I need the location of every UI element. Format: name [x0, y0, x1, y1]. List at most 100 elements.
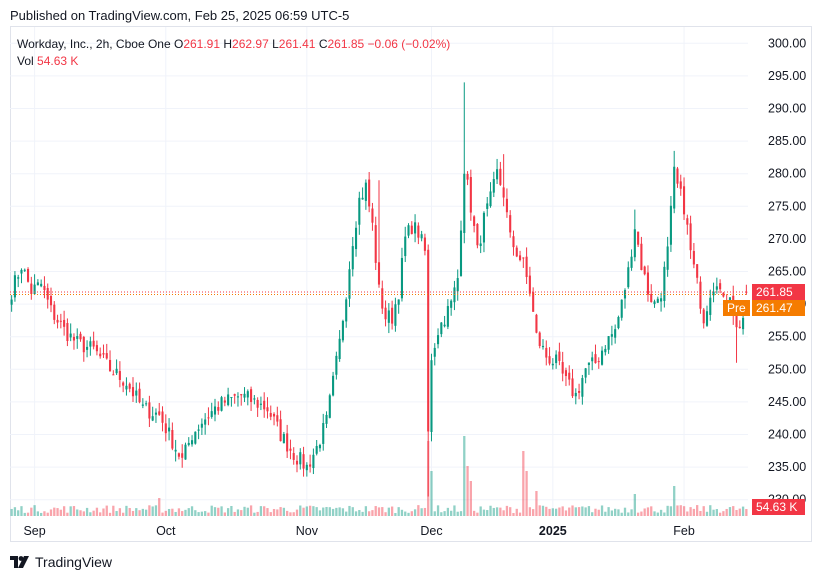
candle — [20, 268, 23, 284]
candle — [555, 350, 558, 369]
candle — [436, 328, 440, 349]
candle — [430, 353, 433, 442]
candle — [69, 323, 72, 342]
x-tick-label: Nov — [296, 524, 319, 538]
candle — [630, 249, 633, 271]
volume-bar — [636, 512, 640, 516]
candle — [332, 371, 335, 397]
candle — [528, 266, 531, 297]
candle — [315, 440, 318, 456]
x-tick-label: Dec — [420, 524, 442, 538]
volume-bar — [358, 510, 361, 516]
candle — [322, 413, 325, 451]
time-axis[interactable]: Sep Oct Nov Dec 2025 Feb — [23, 524, 694, 538]
candle — [640, 236, 643, 271]
volume-bar — [354, 511, 358, 516]
candle — [486, 196, 489, 217]
volume-bar — [17, 510, 20, 516]
candle — [702, 307, 705, 329]
volume-bar — [49, 509, 53, 516]
candle — [115, 359, 118, 375]
footer-brand[interactable]: TradingView — [10, 554, 112, 570]
legend-high-key: H — [223, 37, 233, 51]
legend-change: −0.06 (−0.02%) — [367, 37, 451, 51]
candle — [522, 257, 525, 268]
candle — [335, 351, 338, 380]
volume-bar — [161, 512, 164, 516]
volume-bar — [308, 505, 312, 516]
candle — [650, 284, 653, 303]
candle — [561, 351, 564, 382]
candle — [699, 276, 702, 314]
candle — [571, 369, 574, 399]
volume-bar — [591, 512, 594, 516]
volume-bar — [440, 512, 443, 516]
volume-bar — [568, 507, 571, 516]
candle — [358, 191, 361, 235]
candle — [236, 392, 240, 407]
candle — [673, 150, 676, 214]
volume-bar — [338, 507, 341, 516]
volume-bar — [617, 509, 620, 516]
volume-bar — [558, 507, 561, 516]
candle — [738, 320, 741, 329]
candle — [745, 284, 748, 295]
volume-bar — [699, 510, 702, 516]
candle — [279, 410, 282, 442]
volume-bar — [584, 507, 587, 516]
candle — [499, 161, 502, 186]
volume-bar — [295, 509, 299, 516]
candle — [122, 381, 125, 393]
volume-bar — [184, 509, 187, 516]
volume-bar — [154, 505, 158, 516]
volume-bar — [322, 507, 325, 516]
volume-bar — [479, 506, 482, 516]
volume-bar — [400, 509, 404, 516]
candle — [40, 279, 43, 288]
candle — [233, 393, 236, 404]
candle — [286, 424, 289, 458]
price-axis[interactable]: 300.00 295.00 290.00 285.00 280.00 275.00 270.… — [768, 36, 806, 506]
volume-bar — [125, 505, 128, 516]
volume-bar — [577, 507, 581, 516]
volume-bar — [361, 511, 364, 516]
volume-bar — [384, 512, 387, 516]
price-chart[interactable]: 300.00 295.00 290.00 285.00 280.00 275.00 270.… — [10, 27, 812, 542]
volume-bar — [381, 507, 384, 516]
y-tick-label: 280.00 — [768, 167, 806, 181]
candle — [194, 431, 197, 445]
volume-tag: 54.63 K — [752, 499, 805, 515]
volume-bar — [472, 510, 476, 516]
volume-bar — [541, 505, 545, 516]
volume-bar — [499, 507, 502, 516]
candle — [128, 382, 131, 393]
candle — [263, 392, 266, 418]
volume-bar — [131, 510, 135, 516]
candle — [364, 179, 367, 210]
candle — [302, 446, 305, 477]
volume-bar — [335, 507, 338, 516]
candle — [433, 343, 436, 366]
candle — [371, 202, 374, 231]
candle — [338, 330, 341, 362]
candle — [43, 276, 46, 299]
volume-bar — [46, 512, 49, 516]
candle — [243, 387, 246, 403]
volume-bar — [122, 512, 125, 516]
volume-bar — [528, 507, 532, 516]
candle — [518, 250, 522, 262]
volume-bars — [10, 436, 748, 516]
volume-bar — [390, 506, 394, 516]
candle — [604, 345, 607, 356]
legend-ohlc: Workday, Inc., 2h, Cboe One O261.91 H262… — [17, 36, 450, 53]
candle — [328, 393, 331, 419]
volume-bar — [722, 511, 725, 516]
volume-bar — [305, 506, 308, 516]
volume-bar — [26, 512, 30, 516]
candle — [633, 209, 636, 262]
volume-bar — [397, 507, 400, 516]
volume-bar — [348, 505, 351, 516]
volume-bar — [469, 481, 472, 516]
volume-bar — [118, 508, 122, 516]
candle — [387, 303, 390, 334]
